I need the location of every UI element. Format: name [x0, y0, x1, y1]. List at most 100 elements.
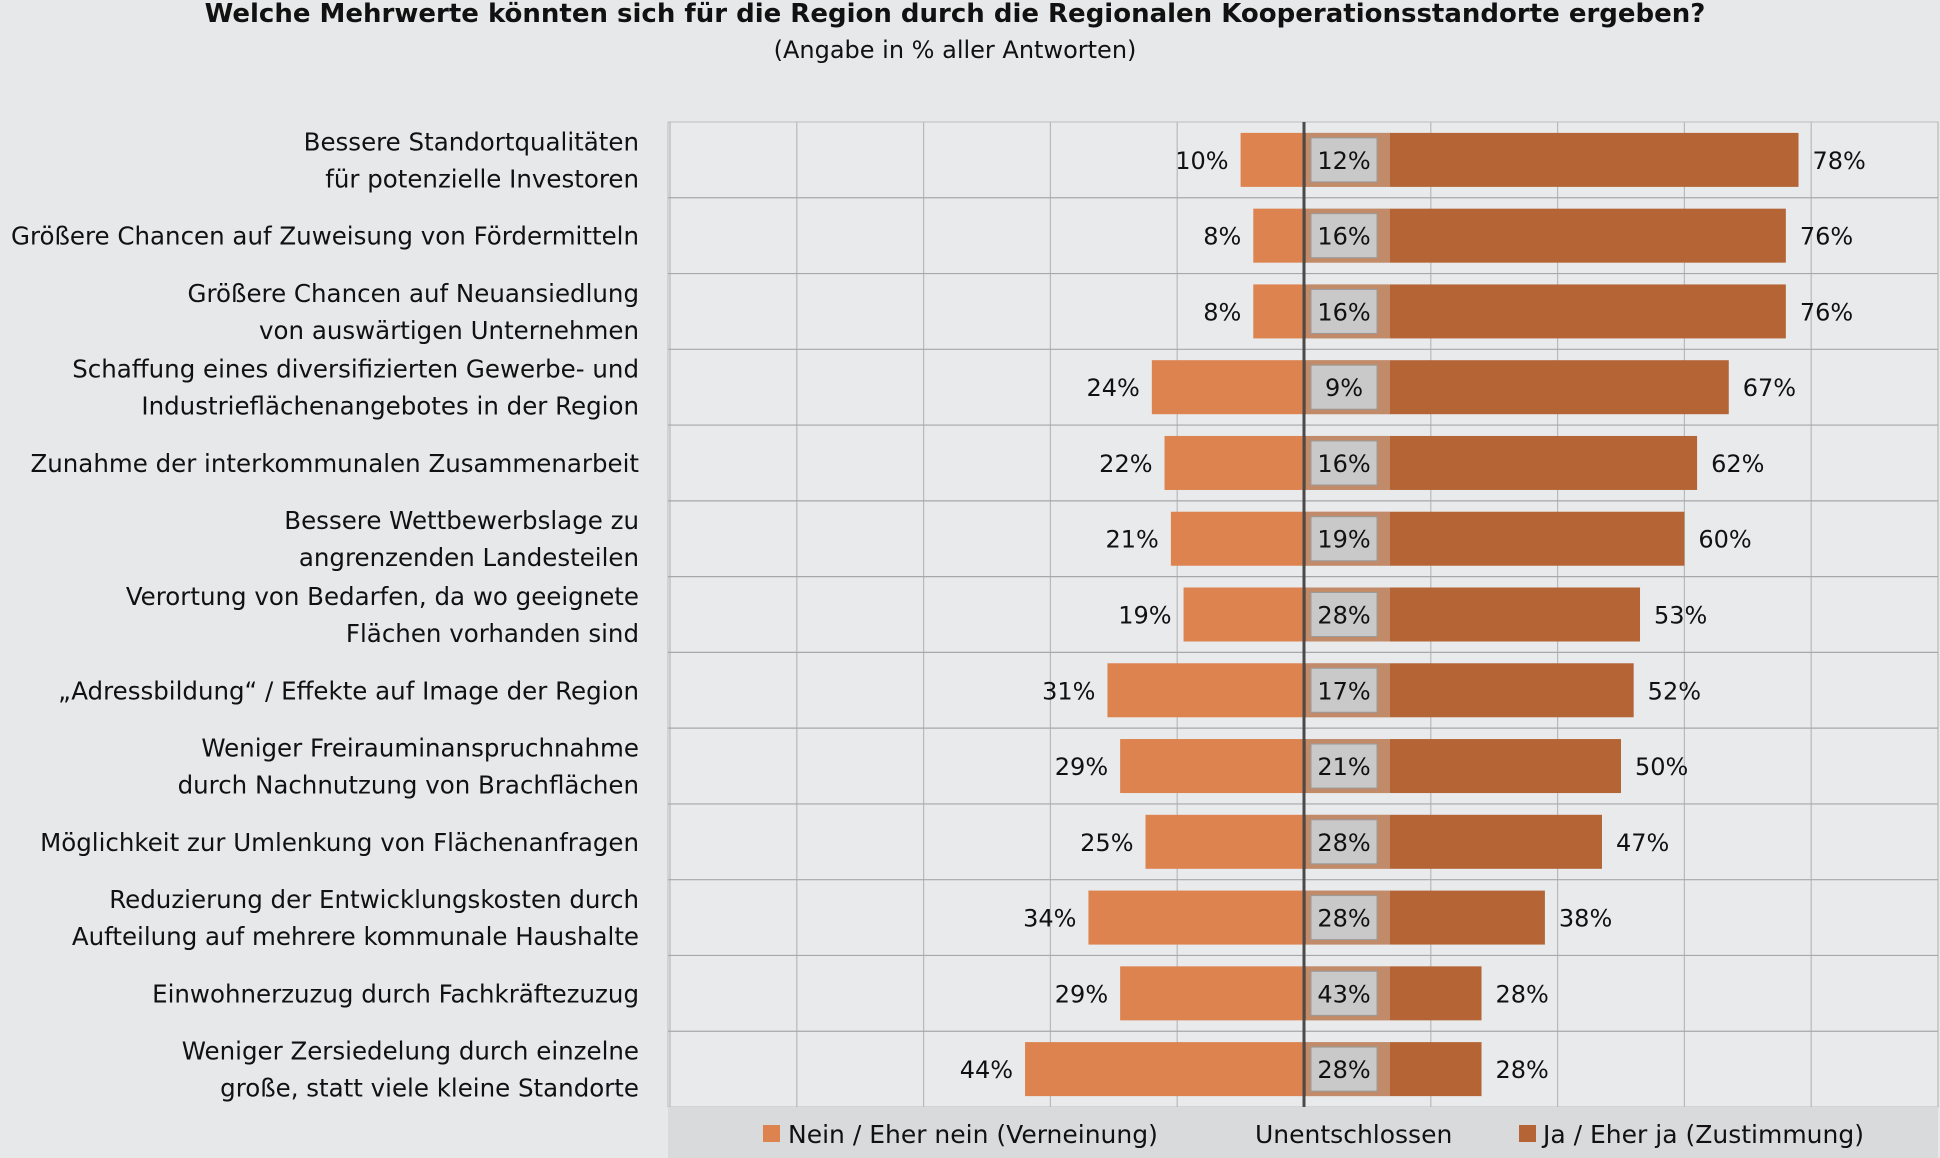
legend-label-unentschlossen: Unentschlossen [1255, 1120, 1452, 1149]
value-label-nein: 10% [1175, 147, 1228, 175]
undecided-value-box [1310, 288, 1378, 334]
category-label: Größere Chancen auf Neuansiedlung [188, 279, 639, 308]
undecided-value-box [1310, 970, 1378, 1016]
undecided-value-box [1310, 137, 1378, 183]
bar-nein [1120, 739, 1304, 794]
category-label: angrenzenden Landesteilen [299, 543, 639, 572]
category-label: Schaffung eines diversifizierten Gewerbe… [72, 355, 639, 384]
bar-nein [1253, 284, 1304, 339]
undecided-value-box [1310, 819, 1378, 865]
value-label-unentschlossen: 16% [1317, 450, 1370, 478]
value-label-nein: 24% [1086, 374, 1139, 402]
bar-nein [1170, 511, 1304, 566]
bar-ja [1304, 132, 1799, 187]
value-label-nein: 22% [1099, 450, 1152, 478]
legend-band [668, 1107, 1938, 1158]
value-label-nein: 21% [1106, 526, 1159, 554]
bar-nein [1240, 132, 1304, 187]
value-label-nein: 8% [1203, 298, 1241, 326]
undecided-value-box [1310, 1046, 1378, 1092]
value-label-unentschlossen: 43% [1317, 980, 1370, 1008]
undecided-value-box [1310, 364, 1378, 410]
value-label-ja: 76% [1800, 298, 1853, 326]
legend-swatch-ja [1519, 1125, 1536, 1142]
category-label: für potenzielle Investoren [325, 164, 639, 193]
chart-title: Welche Mehrwerte könnten sich für die Re… [205, 0, 1706, 29]
undecided-value-box [1310, 667, 1378, 713]
undecided-value-box [1310, 516, 1378, 562]
undecided-value-box [1310, 213, 1378, 259]
category-label: Industrieflächenangebotes in der Region [141, 392, 639, 421]
value-label-ja: 62% [1711, 450, 1764, 478]
value-label-ja: 60% [1698, 526, 1751, 554]
category-label: Reduzierung der Entwicklungskosten durch [109, 885, 639, 914]
category-label: Verortung von Bedarfen, da wo geeignete [126, 582, 639, 611]
bar-nein [1151, 360, 1304, 415]
category-label: Flächen vorhanden sind [346, 619, 639, 648]
value-label-ja: 78% [1813, 147, 1866, 175]
value-label-ja: 50% [1635, 753, 1688, 781]
value-label-ja: 47% [1616, 829, 1669, 857]
value-label-unentschlossen: 28% [1317, 905, 1370, 933]
value-label-ja: 67% [1743, 374, 1796, 402]
category-labels: Bessere Standortqualitäten für potenziell… [11, 127, 639, 1102]
bar-nein [1183, 587, 1304, 642]
category-label: Möglichkeit zur Umlenkung von Flächenanf… [40, 828, 639, 857]
category-label: große, statt viele kleine Standorte [220, 1074, 639, 1103]
value-label-unentschlossen: 17% [1317, 677, 1370, 705]
value-label-ja: 76% [1800, 223, 1853, 251]
value-label-nein: 44% [960, 1056, 1013, 1084]
value-label-nein: 29% [1055, 753, 1108, 781]
value-label-unentschlossen: 16% [1317, 298, 1370, 326]
category-label: Weniger Freirauminanspruchnahme [201, 734, 639, 763]
category-label: Bessere Wettbewerbslage zu [284, 506, 639, 535]
value-label-ja: 52% [1648, 677, 1701, 705]
value-label-unentschlossen: 28% [1317, 829, 1370, 857]
legend: Nein / Eher nein (Verneinung) Unentschlos… [763, 1120, 1864, 1149]
value-label-unentschlossen: 16% [1317, 223, 1370, 251]
value-label-unentschlossen: 28% [1317, 1056, 1370, 1084]
value-label-ja: 53% [1654, 602, 1707, 630]
chart-subtitle: (Angabe in % aller Antworten) [774, 36, 1137, 64]
value-label-nein: 31% [1042, 677, 1095, 705]
bar-nein [1253, 208, 1304, 263]
bar-nein [1145, 814, 1304, 869]
category-label: Aufteilung auf mehrere kommunale Haushal… [72, 922, 639, 951]
value-label-nein: 29% [1055, 980, 1108, 1008]
value-label-ja: 28% [1496, 980, 1549, 1008]
value-label-nein: 8% [1203, 223, 1241, 251]
category-label: Einwohnerzuzug durch Fachkräftezuzug [152, 979, 639, 1008]
value-label-unentschlossen: 21% [1317, 753, 1370, 781]
legend-swatch-nein [763, 1125, 780, 1142]
value-label-unentschlossen: 28% [1317, 602, 1370, 630]
category-label: Zunahme der interkommunalen Zusammenarbe… [30, 449, 639, 478]
bar-ja [1304, 284, 1786, 339]
category-label: durch Nachnutzung von Brachflächen [178, 771, 639, 800]
value-label-nein: 25% [1080, 829, 1133, 857]
category-label: von auswärtigen Unternehmen [259, 316, 639, 345]
value-label-nein: 19% [1118, 602, 1171, 630]
undecided-value-box [1310, 743, 1378, 789]
legend-label-nein: Nein / Eher nein (Verneinung) [788, 1120, 1158, 1149]
bar-nein [1025, 1042, 1304, 1097]
value-label-unentschlossen: 9% [1325, 374, 1363, 402]
value-label-unentschlossen: 19% [1317, 526, 1370, 554]
bar-ja [1304, 208, 1786, 263]
category-label: Bessere Standortqualitäten [304, 127, 639, 156]
bar-nein [1107, 663, 1304, 718]
category-label: Größere Chancen auf Zuweisung von Förder… [11, 222, 639, 251]
legend-label-ja: Ja / Eher ja (Zustimmung) [1541, 1120, 1864, 1149]
category-label: „Adressbildung“ / Effekte auf Image der … [58, 676, 639, 705]
bar-nein [1088, 890, 1304, 945]
undecided-value-box [1310, 895, 1378, 941]
undecided-value-box [1310, 440, 1378, 486]
undecided-value-box [1310, 592, 1378, 637]
value-label-ja: 38% [1559, 905, 1612, 933]
value-label-ja: 28% [1496, 1056, 1549, 1084]
value-labels: 12% 10% 78% 16% 8% 76% 16% 8% 76% 9% 24% 67% 16% 22% 6… [960, 137, 1866, 1092]
category-label: Weniger Zersiedelung durch einzelne [182, 1037, 639, 1066]
value-label-nein: 34% [1023, 905, 1076, 933]
bar-nein [1120, 966, 1304, 1021]
bar-nein [1164, 435, 1304, 490]
